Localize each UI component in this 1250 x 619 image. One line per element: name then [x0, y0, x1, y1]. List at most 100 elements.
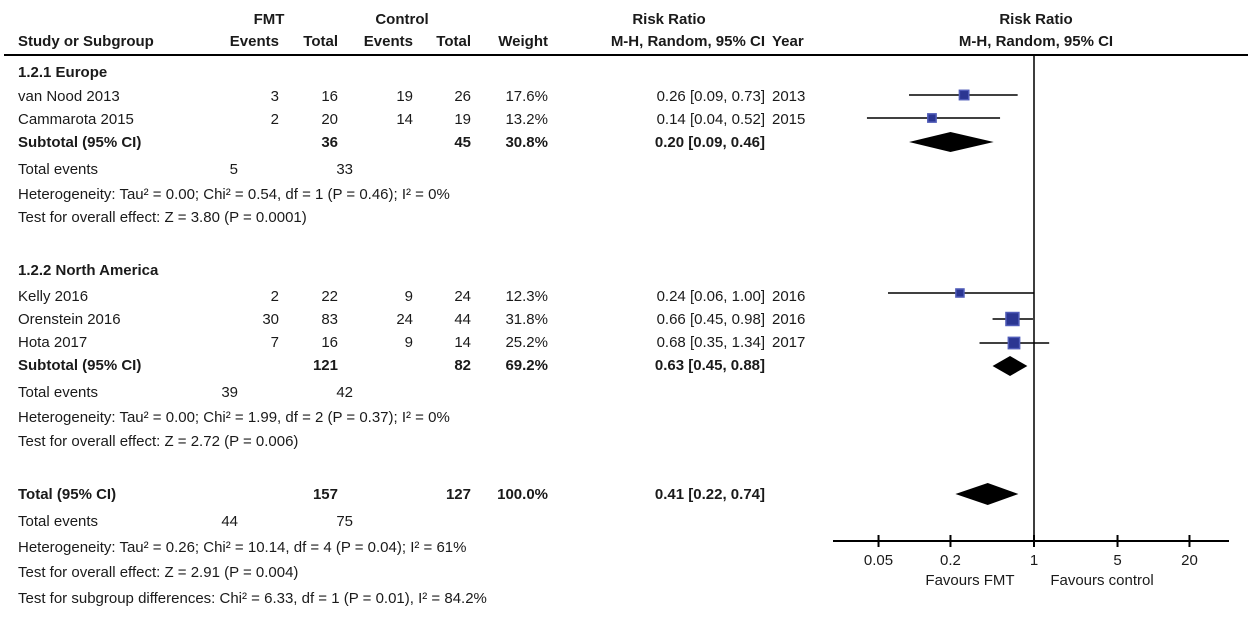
subgroup-title-europe: 1.2.1 Europe: [0, 64, 1250, 81]
heterogeneity-text: Heterogeneity: Tau² = 0.00; Chi² = 1.99,…: [18, 409, 450, 426]
events-fmt: 3: [270, 88, 279, 105]
heterogeneity-row-north-america: Heterogeneity: Tau² = 0.00; Chi² = 1.99,…: [0, 409, 1250, 426]
col-total-fmt-header: Total: [303, 33, 338, 50]
risk-ratio-value: 0.68 [0.35, 1.34]: [656, 334, 765, 351]
subgroup-differences-text: Test for subgroup differences: Chi² = 6.…: [18, 590, 487, 607]
study-label: van Nood 2013: [18, 88, 120, 105]
subgroup-title-north-america: 1.2.2 North America: [0, 262, 1250, 279]
events-control: 19: [396, 88, 413, 105]
study-row-hota-2017: Hota 2017 7 16 9 14 25.2% 0.68 [0.35, 1.…: [0, 334, 1250, 351]
total-fmt: 22: [321, 288, 338, 305]
heterogeneity-text: Heterogeneity: Tau² = 0.26; Chi² = 10.14…: [18, 539, 467, 556]
total-events-fmt: 44: [221, 513, 238, 530]
total-row: Total (95% CI) 157 127 100.0% 0.41 [0.22…: [0, 486, 1250, 503]
risk-ratio-value: 0.26 [0.09, 0.73]: [656, 88, 765, 105]
study-label: Orenstein 2016: [18, 311, 121, 328]
weight-value: 25.2%: [505, 334, 548, 351]
total-control: 24: [454, 288, 471, 305]
total-events-fmt: 5: [229, 161, 238, 178]
grand-total-control: 127: [445, 486, 471, 503]
overall-effect-row-overall: Test for overall effect: Z = 2.91 (P = 0…: [0, 564, 1250, 581]
year-value: 2017: [772, 334, 806, 351]
risk-ratio-left-title: Risk Ratio: [632, 11, 706, 28]
col-events-fmt-header: Events: [229, 33, 279, 50]
overall-effect-text: Test for overall effect: Z = 2.72 (P = 0…: [18, 433, 299, 450]
weight-value: 13.2%: [505, 111, 548, 128]
total-fmt: 16: [321, 334, 338, 351]
events-control: 14: [396, 111, 413, 128]
col-mh-left-header: M-H, Random, 95% CI: [610, 33, 765, 50]
total-label: Total (95% CI): [18, 486, 117, 503]
risk-ratio-value: 0.66 [0.45, 0.98]: [656, 311, 765, 328]
heterogeneity-row-europe: Heterogeneity: Tau² = 0.00; Chi² = 0.54,…: [0, 186, 1250, 203]
year-value: 2016: [772, 288, 806, 305]
year-value: 2015: [772, 111, 806, 128]
total-events-control: 33: [336, 161, 353, 178]
subtotal-label: Subtotal (95% CI): [18, 134, 142, 151]
study-row-van-nood-2013: van Nood 2013 3 16 19 26 17.6% 0.26 [0.0…: [0, 88, 1250, 105]
total-control: 19: [454, 111, 471, 128]
grand-total-fmt: 157: [312, 486, 338, 503]
col-year-header: Year: [772, 33, 804, 50]
study-row-orenstein-2016: Orenstein 2016 30 83 24 44 31.8% 0.66 [0…: [0, 311, 1250, 328]
subtotal-total-control: 45: [454, 134, 471, 151]
subtotal-total-control: 82: [454, 357, 471, 374]
year-value: 2013: [772, 88, 806, 105]
total-control: 44: [454, 311, 471, 328]
column-header-row: Study or Subgroup Events Total Events To…: [0, 33, 1250, 50]
risk-ratio-value: 0.24 [0.06, 1.00]: [656, 288, 765, 305]
total-fmt: 20: [321, 111, 338, 128]
events-control: 24: [396, 311, 413, 328]
study-row-kelly-2016: Kelly 2016 2 22 9 24 12.3% 0.24 [0.06, 1…: [0, 288, 1250, 305]
subtotal-weight: 69.2%: [505, 357, 548, 374]
col-study-header: Study or Subgroup: [18, 33, 154, 50]
group-header-row: FMT Control Risk Ratio Risk Ratio: [0, 11, 1250, 28]
subtotal-risk-ratio: 0.20 [0.09, 0.46]: [654, 134, 765, 151]
col-events-control-header: Events: [363, 33, 413, 50]
subgroup-differences-row: Test for subgroup differences: Chi² = 6.…: [0, 590, 1250, 607]
total-events-row-north-america: Total events 39 42: [0, 384, 1250, 401]
total-control: 14: [454, 334, 471, 351]
events-fmt: 2: [270, 111, 279, 128]
heterogeneity-text: Heterogeneity: Tau² = 0.00; Chi² = 0.54,…: [18, 186, 450, 203]
year-value: 2016: [772, 311, 806, 328]
col-weight-header: Weight: [498, 33, 548, 50]
total-events-label: Total events: [18, 384, 99, 401]
subgroup-title-label: 1.2.1 Europe: [18, 64, 108, 81]
events-control: 9: [404, 288, 413, 305]
overall-effect-row-europe: Test for overall effect: Z = 3.80 (P = 0…: [0, 209, 1250, 226]
grand-total-weight: 100.0%: [497, 486, 548, 503]
total-control: 26: [454, 88, 471, 105]
study-row-cammarota-2015: Cammarota 2015 2 20 14 19 13.2% 0.14 [0.…: [0, 111, 1250, 128]
group-control-label: Control: [375, 11, 429, 28]
total-events-control: 75: [336, 513, 353, 530]
subtotal-weight: 30.8%: [505, 134, 548, 151]
weight-value: 17.6%: [505, 88, 548, 105]
total-events-control: 42: [336, 384, 353, 401]
events-fmt: 7: [270, 334, 279, 351]
subtotal-total-fmt: 121: [312, 357, 338, 374]
events-fmt: 2: [270, 288, 279, 305]
total-fmt: 83: [321, 311, 338, 328]
header-divider: [4, 54, 1248, 56]
total-events-row-overall: Total events 44 75: [0, 513, 1250, 530]
weight-value: 31.8%: [505, 311, 548, 328]
total-events-fmt: 39: [221, 384, 238, 401]
overall-effect-text: Test for overall effect: Z = 3.80 (P = 0…: [18, 209, 307, 226]
study-label: Hota 2017: [18, 334, 88, 351]
risk-ratio-right-title: Risk Ratio: [999, 11, 1073, 28]
subtotal-risk-ratio: 0.63 [0.45, 0.88]: [654, 357, 765, 374]
events-fmt: 30: [262, 311, 279, 328]
overall-effect-text: Test for overall effect: Z = 2.91 (P = 0…: [18, 564, 299, 581]
total-events-label: Total events: [18, 513, 99, 530]
events-control: 9: [404, 334, 413, 351]
subtotal-row-north-america: Subtotal (95% CI) 121 82 69.2% 0.63 [0.4…: [0, 357, 1250, 374]
total-events-label: Total events: [18, 161, 99, 178]
risk-ratio-value: 0.14 [0.04, 0.52]: [656, 111, 765, 128]
subtotal-row-europe: Subtotal (95% CI) 36 45 30.8% 0.20 [0.09…: [0, 134, 1250, 151]
grand-total-risk-ratio: 0.41 [0.22, 0.74]: [654, 486, 765, 503]
study-label: Cammarota 2015: [18, 111, 134, 128]
weight-value: 12.3%: [505, 288, 548, 305]
col-total-control-header: Total: [436, 33, 471, 50]
